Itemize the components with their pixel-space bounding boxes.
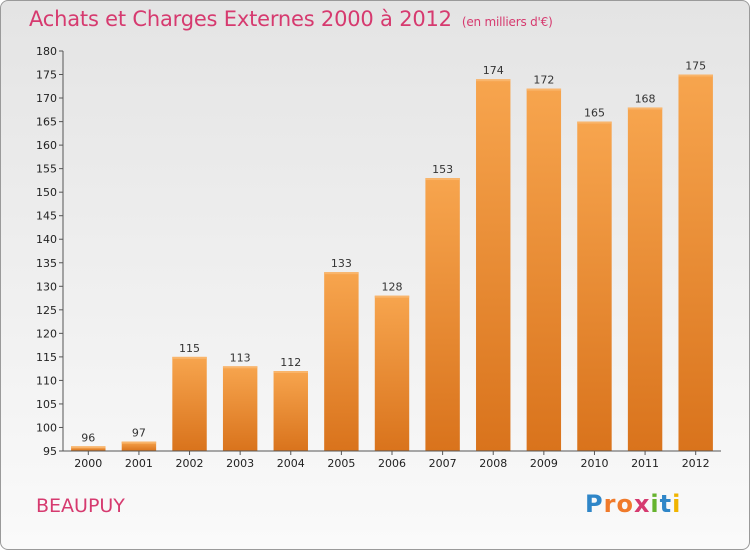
data-label-2001: 97 [132,427,146,440]
data-label-2004: 112 [280,356,301,369]
x-tick-label-2007: 2007 [429,457,457,470]
y-tick-label: 155 [36,163,57,176]
y-tick-label: 165 [36,116,57,129]
bar-top-edge [425,178,460,181]
y-tick-label: 120 [36,327,57,340]
y-tick-label: 130 [36,280,57,293]
x-tick-label-2000: 2000 [74,457,102,470]
y-tick-label: 105 [36,398,57,411]
y-tick-label: 125 [36,304,57,317]
x-tick-label-2011: 2011 [631,457,659,470]
y-tick-label: 170 [36,92,57,105]
logo-letter: i [672,490,682,518]
x-tick-label-2008: 2008 [479,457,507,470]
bar-2007 [425,178,460,451]
commune-name: BEAUPUY [36,495,125,517]
logo-letter: o [616,490,634,518]
bar-top-edge [172,356,207,359]
y-tick-label: 145 [36,210,57,223]
data-label-2012: 175 [685,60,706,73]
y-tick-label: 150 [36,186,57,199]
bar-2009 [526,88,562,451]
bar-top-edge [476,79,511,82]
data-label-2000: 96 [81,431,95,444]
bar-2011 [627,107,663,452]
chart-unit: (en milliers d'€) [461,15,553,29]
data-label-2008: 174 [483,64,504,77]
x-tick-label-2012: 2012 [682,457,710,470]
bar-top-edge [627,107,663,110]
logo-letter: t [659,490,673,518]
bar-top-edge [526,88,562,91]
bar-2001 [121,441,157,451]
bar-2010 [577,121,612,452]
x-tick-label-2004: 2004 [277,457,305,470]
data-label-2010: 165 [584,107,605,120]
x-tick-label-2001: 2001 [125,457,153,470]
bar-2008 [476,79,511,451]
y-tick-label: 140 [36,233,57,246]
bar-2005 [324,272,359,451]
proxiti-logo: Proxiti [585,490,681,518]
data-label-2011: 168 [635,92,656,105]
chart-title-text: Achats et Charges Externes 2000 à 2012 [29,7,452,31]
bar-top-edge [273,371,308,373]
data-label-2007: 153 [432,163,453,176]
x-tick-label-2006: 2006 [378,457,406,470]
y-tick-label: 160 [36,139,57,152]
bar-top-edge [121,441,157,444]
x-axis: 2000 2001 2002 2003 2004 2005 2006 2007 2008 2009… [63,450,721,470]
bar-2002 [172,356,207,451]
y-tick-label: 100 [36,421,57,434]
bar-top-edge [222,366,258,369]
bar-2006 [374,295,410,451]
chart-title: Achats et Charges Externes 2000 à 2012 (e… [29,7,553,31]
logo-letter: i [650,490,660,518]
bar-top-edge [678,74,713,77]
data-label-2005: 133 [331,257,352,270]
x-tick-label-2010: 2010 [580,457,608,470]
bar-2004 [273,371,308,451]
y-tick-label: 175 [36,69,57,82]
y-tick-label: 115 [36,351,57,364]
bar-top-edge [374,295,410,298]
data-label-2002: 115 [179,342,200,355]
bar-2012 [678,74,713,451]
bar-2000 [71,446,106,451]
logo-letter: r [603,490,617,518]
data-label-2009: 172 [533,74,554,87]
y-tick-label: 135 [36,257,57,270]
y-tick-label: 110 [36,374,57,387]
bars: 96 97 115 113 112 133 128 153 174 172 165 168 175 [71,60,713,452]
logo-letter: P [585,490,604,518]
bar-2003 [222,366,258,451]
x-tick-label-2002: 2002 [176,457,204,470]
data-label-2003: 113 [230,351,251,364]
x-tick-label-2003: 2003 [226,457,254,470]
x-tick-label-2009: 2009 [530,457,558,470]
bar-top-edge [577,121,612,124]
y-axis: 95 100 105 110 115 120 125 130 135 140 145 150 155 16… [36,45,64,458]
y-tick-label: 95 [43,445,57,458]
x-tick-label-2005: 2005 [327,457,355,470]
data-label-2006: 128 [382,281,403,294]
y-tick-label: 180 [36,45,57,58]
logo-letter: x [633,490,651,518]
bar-top-edge [324,272,359,275]
bar-top-edge [71,446,106,449]
